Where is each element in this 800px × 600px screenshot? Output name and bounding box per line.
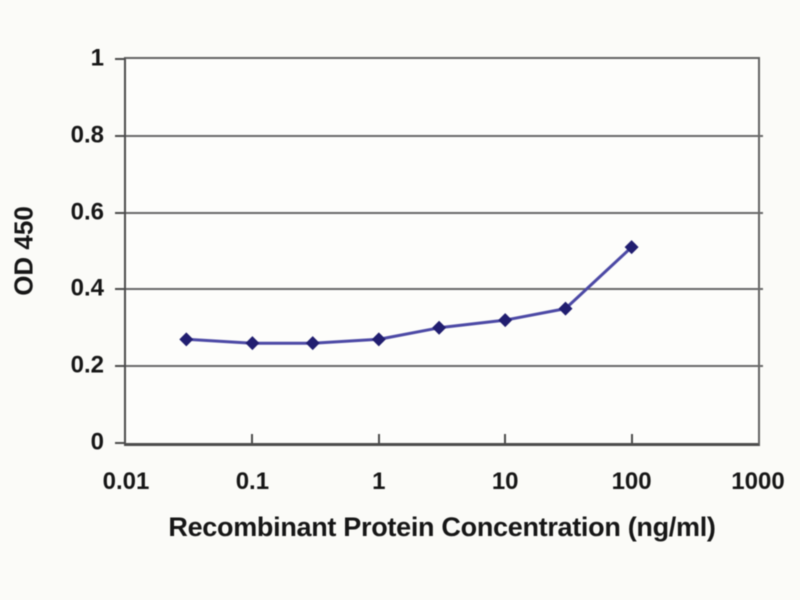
x-tick-100 bbox=[630, 434, 633, 443]
y-tick-0.2 bbox=[115, 365, 124, 368]
y-tick-0.6 bbox=[115, 211, 124, 214]
x-tick-0.1 bbox=[251, 434, 254, 443]
y-tick-0.8 bbox=[115, 134, 124, 137]
data-series-line bbox=[179, 240, 639, 351]
y-tick-label-0.2: 0.2 bbox=[70, 351, 104, 379]
y-tick-label-0.4: 0.4 bbox=[70, 274, 104, 302]
data-point-marker-3 bbox=[371, 332, 386, 347]
gridline-y-0.4 bbox=[126, 288, 763, 291]
x-tick-label-10: 10 bbox=[491, 468, 519, 495]
y-tick-label-0.6: 0.6 bbox=[70, 198, 104, 226]
x-tick-label-100: 100 bbox=[611, 468, 652, 495]
x-tick-label-0.01: 0.01 bbox=[102, 468, 150, 495]
data-point-marker-7 bbox=[624, 240, 639, 255]
data-point-marker-1 bbox=[245, 336, 260, 351]
y-tick-label-0: 0 bbox=[90, 428, 104, 456]
data-point-marker-6 bbox=[558, 301, 573, 316]
x-tick-1 bbox=[377, 434, 380, 443]
y-tick-0.4 bbox=[115, 288, 124, 291]
x-axis-title: Recombinant Protein Concentration (ng/ml… bbox=[168, 512, 716, 542]
data-point-marker-2 bbox=[305, 336, 320, 351]
gridline-y-0.2 bbox=[126, 365, 763, 368]
data-point-marker-0 bbox=[179, 332, 194, 347]
gridline-y-0.6 bbox=[126, 211, 763, 214]
y-tick-label-1: 1 bbox=[90, 44, 104, 72]
y-tick-0 bbox=[115, 442, 124, 444]
series-polyline bbox=[186, 246, 633, 345]
y-axis-title-text: OD 450 bbox=[8, 206, 39, 296]
plot-area bbox=[124, 57, 763, 446]
x-tick-10 bbox=[504, 434, 507, 443]
x-tick-label-1000: 1000 bbox=[731, 468, 785, 495]
data-point-marker-4 bbox=[432, 320, 447, 335]
y-tick-label-0.8: 0.8 bbox=[70, 121, 104, 149]
y-tick-1 bbox=[115, 58, 124, 60]
x-tick-label-1: 1 bbox=[372, 468, 386, 495]
gridline-y-0.8 bbox=[126, 134, 763, 137]
data-point-marker-5 bbox=[498, 313, 513, 328]
x-tick-label-0.1: 0.1 bbox=[235, 468, 270, 495]
